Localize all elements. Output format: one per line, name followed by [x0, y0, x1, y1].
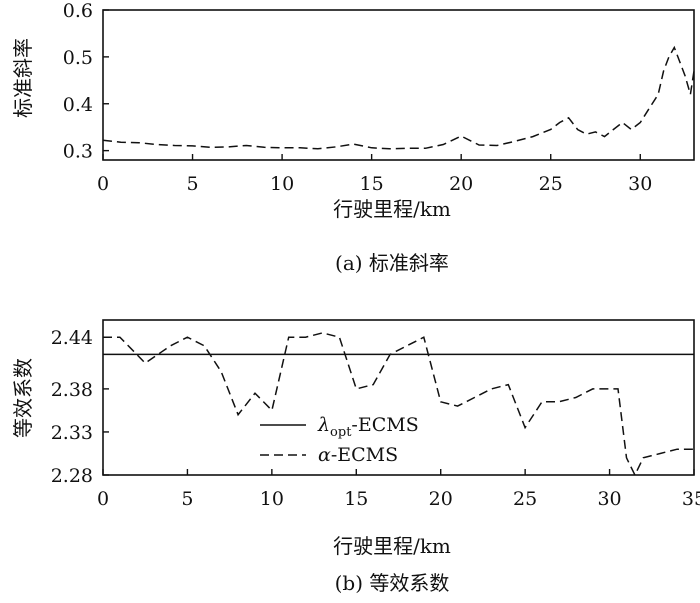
- panel-b-y-tick-label: 2.38: [51, 379, 93, 401]
- panel-a-x-tick-label: 0: [97, 173, 109, 195]
- legend-label-alpha: α-ECMS: [318, 444, 398, 466]
- panel-b-y-axis-label: 等效系数: [11, 358, 35, 438]
- legend-label-lambda-opt: λopt-ECMS: [317, 414, 419, 440]
- legend-symbol-alpha: α: [318, 444, 331, 466]
- legend-text-ecms: -ECMS: [331, 444, 398, 466]
- panel-a-x-tick-label: 20: [449, 173, 473, 195]
- panel-a-x-axis-label: 行驶里程/km: [333, 197, 451, 221]
- panel-b: 2.282.332.382.44 05101520253035 λopt-ECM…: [11, 319, 700, 595]
- panel-a-caption: (a) 标准斜率: [335, 251, 449, 275]
- panel-b-y-ticks: 2.28 2.33 2.38 2.44: [51, 327, 109, 487]
- panel-a-x-tick-label: 10: [270, 173, 294, 195]
- panel-b-x-ticks: 0 5 10 15 20 25 30 35: [97, 469, 700, 510]
- panel-a-y-ticks: 0.3 0.4 0.5 0.6: [63, 0, 109, 163]
- panel-b-x-tick-label: 35: [682, 488, 700, 510]
- panel-a-series-line-dashed: [102, 45, 695, 150]
- panel-a-x-tick-label: 15: [360, 173, 384, 195]
- panel-b-y-tick-label: 2.28: [51, 465, 93, 487]
- panel-b-x-tick-label: 0: [97, 488, 109, 510]
- panel-b-x-tick-label: 30: [597, 488, 621, 510]
- panel-a-x-tick-label: 30: [628, 173, 652, 195]
- legend-symbol-lambda: λ: [317, 414, 330, 436]
- panel-a-x-tick-label: 5: [186, 173, 198, 195]
- panel-b-x-tick-label: 5: [181, 488, 193, 510]
- legend-subscript-opt: opt: [330, 425, 352, 440]
- panel-a-y-tick-label: 0.3: [63, 141, 93, 163]
- panel-b-x-tick-label: 20: [429, 488, 453, 510]
- panel-a: 0.3 0.4 0.5 0.6 0 5 10 15 20 25 30 行驶里程/km 标准斜率 (…: [11, 0, 695, 275]
- panel-b-x-tick-label: 25: [513, 488, 537, 510]
- panel-b-series: [103, 332, 694, 477]
- panel-a-y-tick-label: 0.4: [63, 94, 93, 116]
- panel-a-y-axis-label: 标准斜率: [11, 38, 35, 118]
- panel-a-plot-frame: [102, 9, 695, 161]
- legend-text-ecms: -ECMS: [351, 414, 418, 436]
- panel-b-caption: (b) 等效系数: [335, 571, 450, 595]
- panel-b-x-tick-label: 10: [260, 488, 284, 510]
- panel-a-series: [102, 45, 695, 150]
- panel-b-x-tick-label: 15: [344, 488, 368, 510]
- panel-b-legend: λopt-ECMS α-ECMS: [260, 414, 419, 466]
- panel-b-plot-frame: [102, 319, 695, 476]
- panel-b-x-axis-label: 行驶里程/km: [333, 534, 451, 558]
- panel-a-y-tick-label: 0.5: [63, 47, 93, 69]
- panel-b-y-tick-label: 2.33: [51, 422, 93, 444]
- panel-a-x-tick-label: 25: [539, 173, 563, 195]
- panel-b-y-tick-label: 2.44: [51, 327, 93, 349]
- panel-b-series-line-dashed: [103, 332, 694, 477]
- panel-a-x-ticks: 0 5 10 15 20 25 30: [97, 154, 652, 195]
- panel-a-y-tick-label: 0.6: [63, 0, 93, 22]
